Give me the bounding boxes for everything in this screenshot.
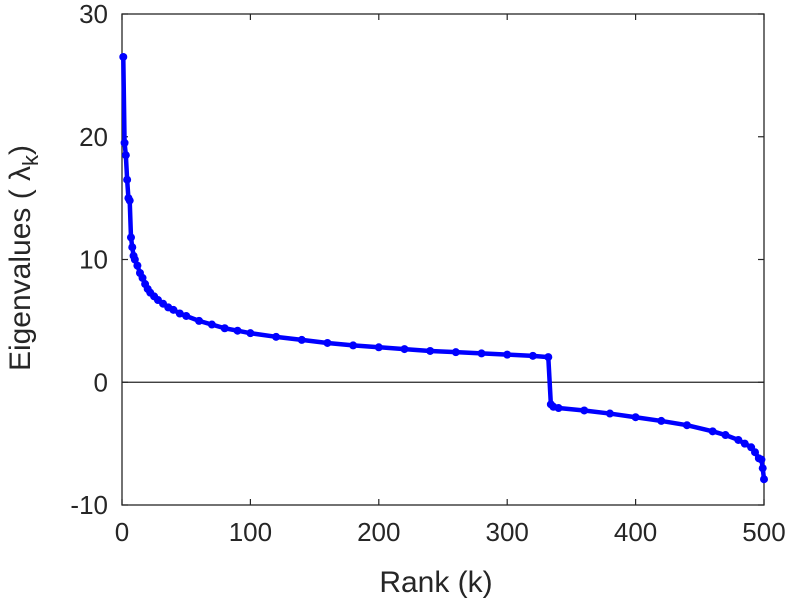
series-line [121,54,767,482]
data-point [123,175,132,184]
data-point [751,448,760,457]
y-tick-label: -10 [70,490,108,520]
data-point [400,345,409,354]
data-point [119,52,128,61]
plot-border [121,13,765,506]
data-point [130,255,139,264]
data-point [580,406,589,415]
data-point [169,305,178,314]
series-layer [121,54,767,482]
data-point [708,427,717,436]
data-point [605,409,614,418]
x-tick-label: 100 [229,517,272,547]
y-axis-label-close: ) [4,145,37,155]
y-tick-label: 10 [79,245,108,275]
y-tick-labels: -10 0 10 20 30 [70,0,108,520]
data-point [477,349,486,358]
data-point [426,346,435,355]
y-axis-label-main: Eigenvalues ( λ [4,166,37,371]
x-tick-labels: 0 100 200 300 400 500 [115,517,786,547]
data-point [233,326,242,335]
data-point [657,416,666,425]
data-point [757,455,766,464]
data-point [721,431,730,440]
x-tick-label: 400 [614,517,657,547]
data-point [182,311,191,320]
data-point [631,413,640,422]
data-point [374,343,383,352]
y-axis-label-subscript: k [18,154,43,166]
data-point [734,435,743,444]
data-point [682,421,691,430]
x-tick-label: 300 [486,517,529,547]
y-tick-label: 0 [94,367,108,397]
data-point [220,324,229,333]
data-point [760,475,768,484]
data-point [272,332,281,341]
ticks-layer [121,13,765,506]
data-point [349,341,358,350]
data-point [126,233,135,242]
x-tick-label: 0 [115,517,129,547]
data-point [528,351,537,360]
data-point [758,464,767,473]
x-tick-label: 500 [742,517,785,547]
data-point [740,439,749,448]
data-point [323,338,332,347]
data-point [121,151,130,160]
x-tick-label: 200 [357,517,400,547]
data-point [128,243,137,252]
x-axis-label: Rank (k) [379,566,492,599]
data-point [503,350,512,359]
data-point [451,348,460,357]
data-point [120,138,129,147]
data-point [554,404,563,413]
data-point [125,196,134,205]
data-point [195,316,204,325]
y-axis-label: Eigenvalues ( λk) [4,145,43,371]
y-tick-label: 20 [79,122,108,152]
data-point [246,329,255,338]
y-tick-label: 30 [79,0,108,29]
markers-layer [119,52,768,484]
data-point [207,320,216,329]
data-point [133,261,142,270]
data-point [544,353,553,362]
plot-frame [121,13,765,506]
data-point [297,335,306,344]
data-point [138,273,147,282]
data-point [175,309,184,318]
